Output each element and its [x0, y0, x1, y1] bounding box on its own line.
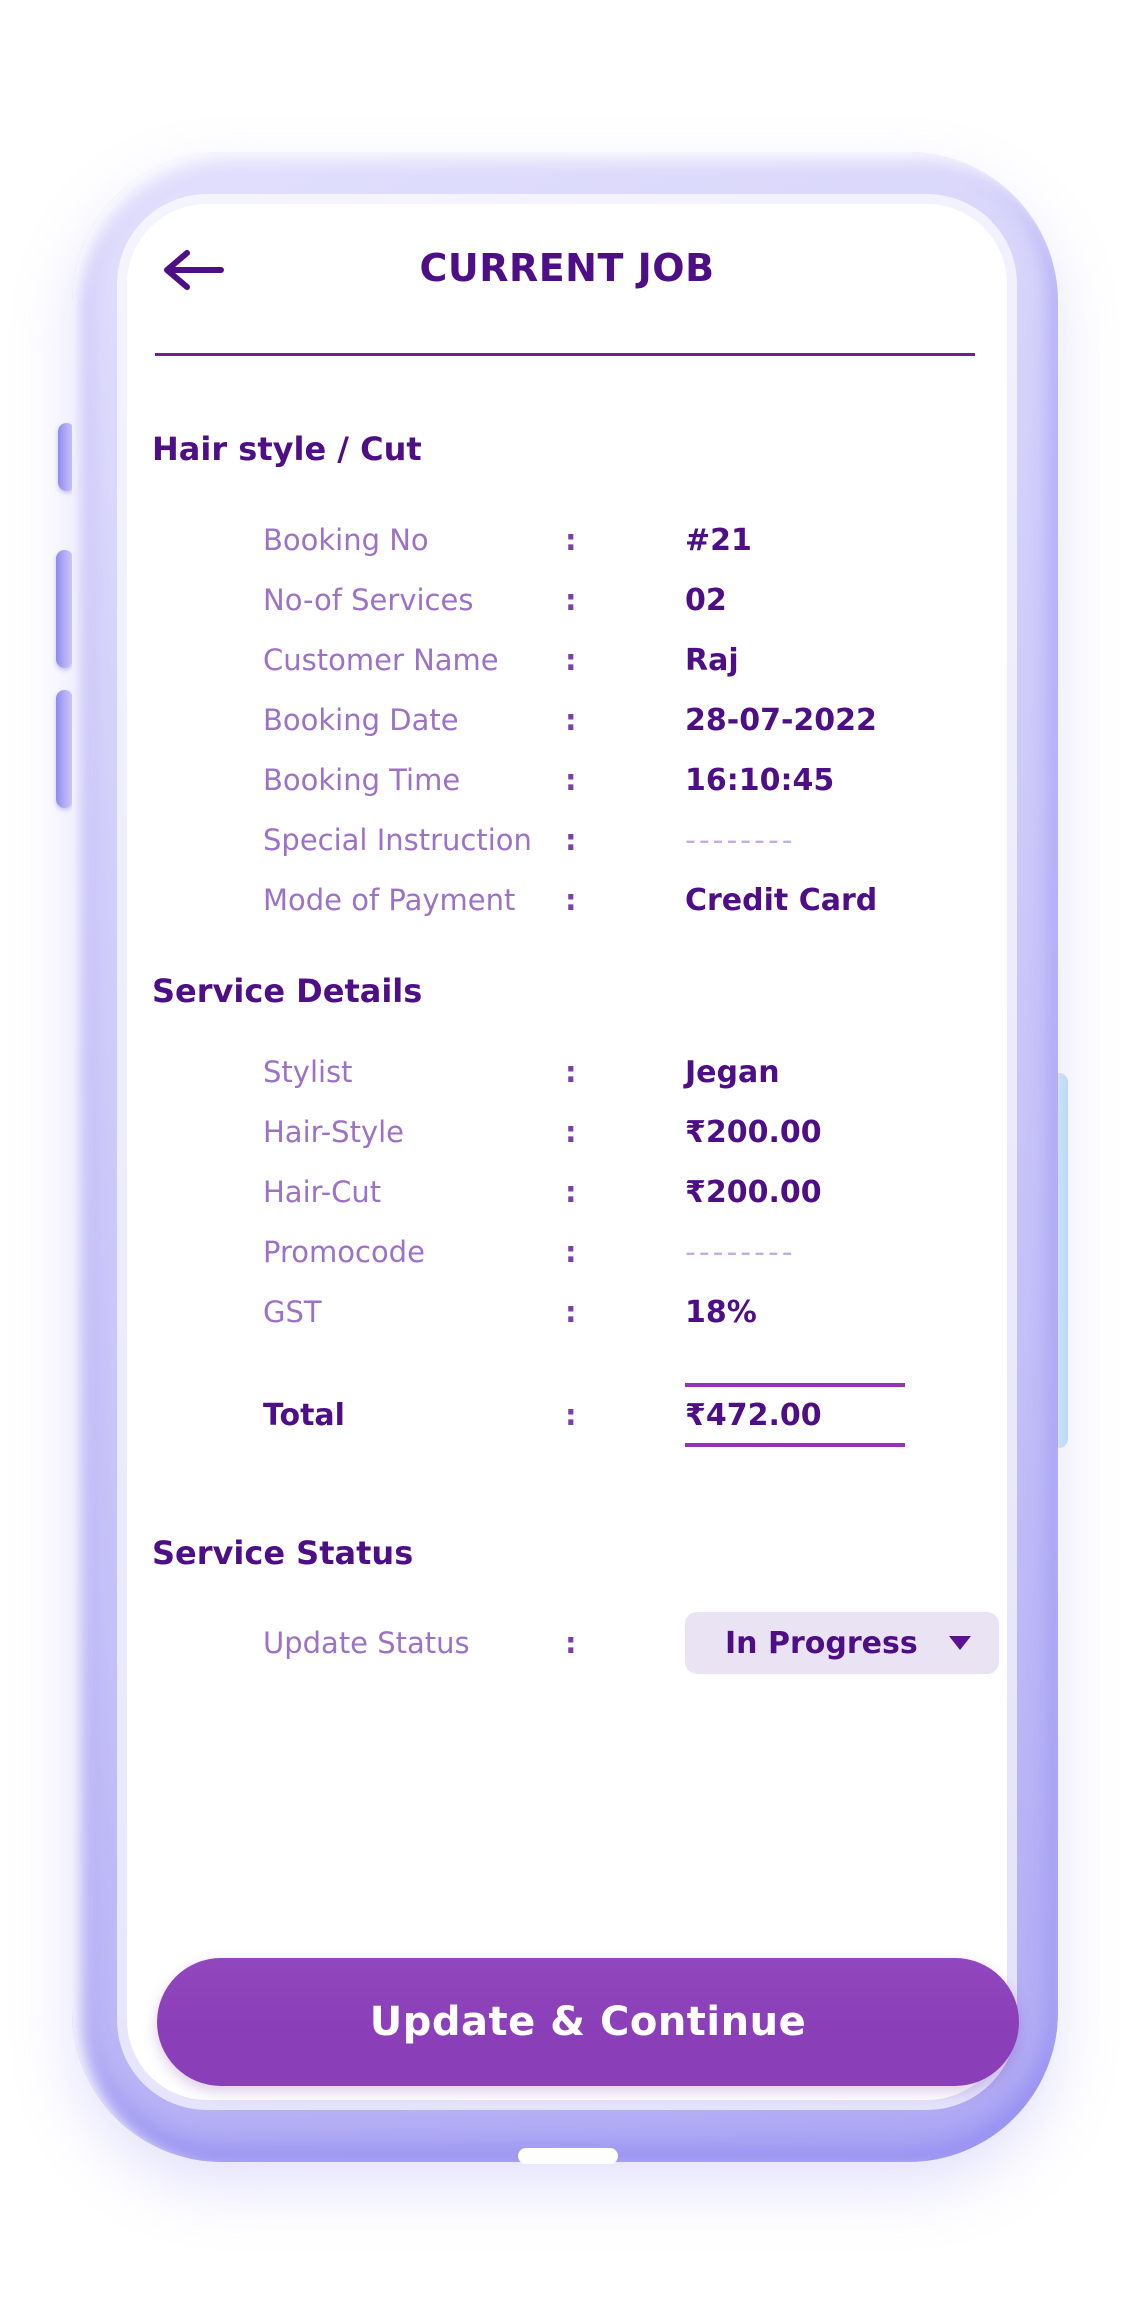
row-value: --------	[685, 822, 796, 858]
detail-row: Hair-Cut : ₹200.00	[263, 1162, 1007, 1222]
detail-row: Stylist : Jegan	[263, 1042, 1007, 1102]
row-separator: :	[565, 1115, 577, 1149]
row-label: Update Status	[263, 1626, 470, 1660]
row-separator: :	[565, 643, 577, 677]
status-dropdown[interactable]: In Progress	[685, 1612, 999, 1674]
row-separator: :	[565, 583, 577, 617]
row-separator: :	[565, 1055, 577, 1089]
row-value: #21	[685, 522, 752, 558]
row-value: Raj	[685, 642, 739, 678]
total-label: Total	[263, 1397, 345, 1433]
row-value: Credit Card	[685, 882, 878, 918]
row-separator: :	[565, 1295, 577, 1329]
row-value: --------	[685, 1234, 796, 1270]
row-label: Booking Date	[263, 703, 459, 737]
row-separator: :	[565, 1626, 577, 1660]
section-title-hair-style-cut: Hair style / Cut	[152, 430, 422, 468]
total-row: Total : ₹472.00	[263, 1383, 1007, 1447]
row-label: No-of Services	[263, 583, 474, 617]
detail-row: Booking Time : 16:10:45	[263, 750, 1007, 810]
left-arrow-icon	[164, 250, 224, 290]
chevron-down-icon	[949, 1636, 971, 1650]
charging-port-notch	[518, 2148, 618, 2164]
row-value: ₹200.00	[685, 1174, 822, 1210]
row-separator: :	[565, 703, 577, 737]
detail-row: Customer Name : Raj	[263, 630, 1007, 690]
volume-up-button	[56, 550, 73, 668]
row-value: 16:10:45	[685, 762, 835, 798]
detail-row: Mode of Payment : Credit Card	[263, 870, 1007, 930]
section-title-service-details: Service Details	[152, 972, 423, 1010]
row-label: Booking Time	[263, 763, 461, 797]
back-button[interactable]	[157, 248, 227, 292]
row-separator: :	[565, 1175, 577, 1209]
row-label: Customer Name	[263, 643, 499, 677]
row-label: Booking No	[263, 523, 429, 557]
row-label: GST	[263, 1295, 322, 1329]
row-separator: :	[565, 883, 577, 917]
app-screen: CURRENT JOB Hair style / Cut Booking No …	[127, 204, 1019, 2100]
row-separator: :	[565, 1235, 577, 1269]
detail-row: No-of Services : 02	[263, 570, 1007, 630]
row-value: 28-07-2022	[685, 702, 877, 738]
row-separator: :	[565, 523, 577, 557]
row-value: ₹200.00	[685, 1114, 822, 1150]
row-label: Stylist	[263, 1055, 353, 1089]
detail-row: Hair-Style : ₹200.00	[263, 1102, 1007, 1162]
detail-row: GST : 18%	[263, 1282, 1007, 1342]
total-value: ₹472.00	[685, 1383, 905, 1447]
row-value: 02	[685, 582, 727, 618]
update-status-row: Update Status : In Progress	[263, 1612, 1007, 1674]
page-title: CURRENT JOB	[419, 246, 715, 290]
status-dropdown-selected: In Progress	[725, 1625, 918, 1661]
row-value: Jegan	[685, 1054, 780, 1090]
row-separator: :	[565, 823, 577, 857]
row-separator: :	[565, 763, 577, 797]
header-divider	[155, 353, 975, 356]
volume-down-button	[56, 690, 73, 808]
row-label: Promocode	[263, 1235, 425, 1269]
row-separator: :	[565, 1398, 577, 1432]
detail-row: Booking No : #21	[263, 510, 1007, 570]
detail-row: Booking Date : 28-07-2022	[263, 690, 1007, 750]
row-label: Hair-Style	[263, 1115, 405, 1149]
row-label: Special Instruction	[263, 823, 532, 857]
update-continue-label: Update & Continue	[369, 1999, 807, 2045]
section-title-service-status: Service Status	[152, 1534, 414, 1572]
row-value: 18%	[685, 1294, 757, 1330]
row-label: Mode of Payment	[263, 883, 516, 917]
mute-switch	[58, 423, 75, 491]
detail-row: Special Instruction : --------	[263, 810, 1007, 870]
detail-row: Promocode : --------	[263, 1222, 1007, 1282]
update-continue-button[interactable]: Update & Continue	[157, 1958, 1019, 2086]
row-label: Hair-Cut	[263, 1175, 382, 1209]
booking-details-list: Booking No : #21 No-of Services : 02 Cus…	[263, 510, 1007, 930]
service-details-list: Stylist : Jegan Hair-Style : ₹200.00 Hai…	[263, 1042, 1007, 1342]
